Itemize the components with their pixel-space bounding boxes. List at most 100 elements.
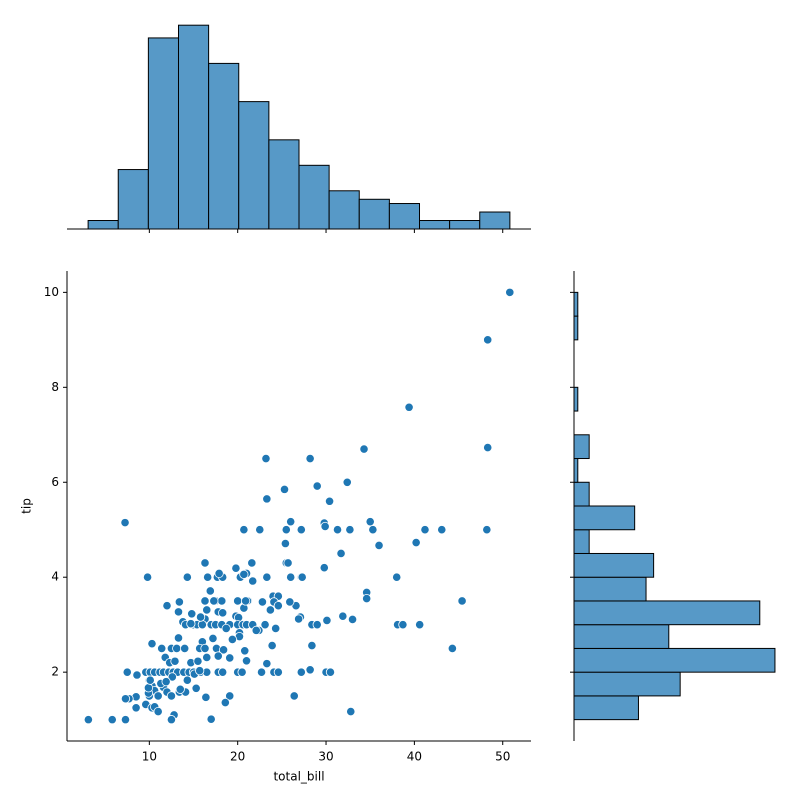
point (285, 597, 295, 607)
point (420, 525, 430, 535)
point (320, 521, 330, 532)
y-axis-label: tip (20, 498, 34, 514)
point (120, 715, 131, 725)
point (120, 518, 130, 528)
point (200, 643, 210, 654)
point (161, 677, 171, 687)
y-tick-label: 2 (51, 665, 59, 679)
point (247, 558, 257, 568)
point (262, 494, 272, 504)
point (505, 287, 515, 297)
point (191, 683, 201, 693)
bar (573, 552, 655, 578)
point (166, 691, 177, 701)
point (218, 645, 229, 655)
point (437, 525, 447, 535)
point (208, 633, 218, 644)
point (200, 596, 210, 606)
point (346, 706, 356, 717)
point (271, 623, 281, 634)
point (262, 572, 272, 582)
point (193, 656, 203, 666)
point (305, 665, 315, 675)
point (404, 402, 414, 412)
point (265, 605, 275, 615)
y-tick-label: 4 (51, 570, 59, 584)
point (205, 586, 215, 596)
point (233, 596, 243, 606)
x-tick-label: 30 (318, 750, 333, 764)
point (415, 620, 425, 630)
point (220, 697, 230, 708)
y-tick-label: 8 (51, 380, 59, 394)
point (218, 608, 228, 618)
y-tick-label: 6 (51, 475, 59, 489)
point (257, 597, 268, 607)
point (283, 558, 293, 568)
point (122, 667, 132, 677)
point (206, 714, 216, 724)
point (338, 611, 348, 621)
bar (573, 671, 681, 697)
point (261, 453, 271, 464)
point (107, 715, 117, 725)
point (147, 639, 157, 649)
point (374, 540, 384, 551)
point (324, 496, 335, 506)
point (195, 612, 206, 622)
point (187, 609, 197, 619)
point (202, 652, 212, 663)
bar (573, 600, 761, 626)
point (225, 691, 235, 701)
point (237, 667, 247, 677)
point (162, 601, 172, 611)
point (174, 597, 184, 607)
point (273, 667, 283, 677)
bar (238, 101, 270, 230)
point (286, 517, 296, 527)
point (131, 703, 141, 713)
point (297, 572, 307, 582)
x-tick-label: 10 (142, 750, 157, 764)
point (267, 640, 277, 651)
bar (419, 220, 451, 230)
point (143, 683, 154, 693)
bar (573, 624, 670, 649)
point (170, 656, 180, 666)
point (241, 656, 252, 666)
point (281, 525, 291, 535)
point (332, 525, 343, 535)
point (166, 715, 177, 725)
bar (479, 211, 511, 230)
point (180, 643, 190, 654)
point (248, 576, 258, 586)
point (483, 335, 493, 345)
point (195, 666, 205, 676)
point (256, 667, 267, 677)
point (201, 692, 211, 702)
point (202, 605, 212, 615)
bar (449, 220, 481, 230)
point (172, 643, 182, 654)
bar (573, 695, 639, 721)
point (213, 651, 223, 661)
point (273, 601, 283, 611)
bar (573, 315, 579, 341)
bar (573, 458, 579, 483)
y-tick-label: 10 (44, 285, 59, 299)
point (132, 670, 142, 680)
x-tick-label: 20 (230, 750, 245, 764)
point (447, 643, 457, 654)
point (296, 525, 306, 535)
bar (298, 164, 330, 230)
point (294, 614, 304, 624)
point (262, 659, 272, 669)
point (296, 667, 306, 677)
point (153, 706, 163, 717)
point (319, 563, 329, 573)
point (221, 623, 231, 634)
point (312, 620, 322, 630)
bar (573, 481, 590, 507)
point (342, 477, 352, 487)
point (173, 633, 184, 643)
